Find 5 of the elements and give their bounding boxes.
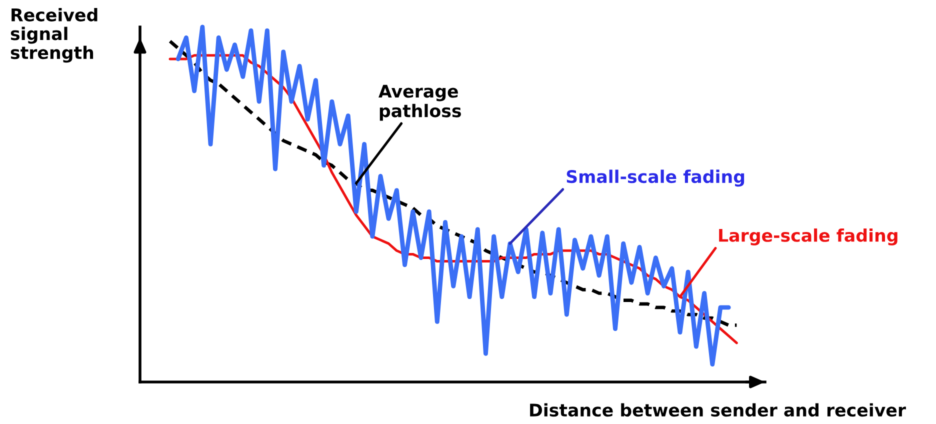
annotation: Average pathloss [378, 84, 461, 121]
y-axis-title: Received signal strength [10, 8, 98, 63]
annotation: Small-scale fading [566, 170, 744, 187]
x-axis-title: Distance between sender and receiver [530, 403, 906, 417]
annotation: Large-scale fading [719, 228, 898, 246]
